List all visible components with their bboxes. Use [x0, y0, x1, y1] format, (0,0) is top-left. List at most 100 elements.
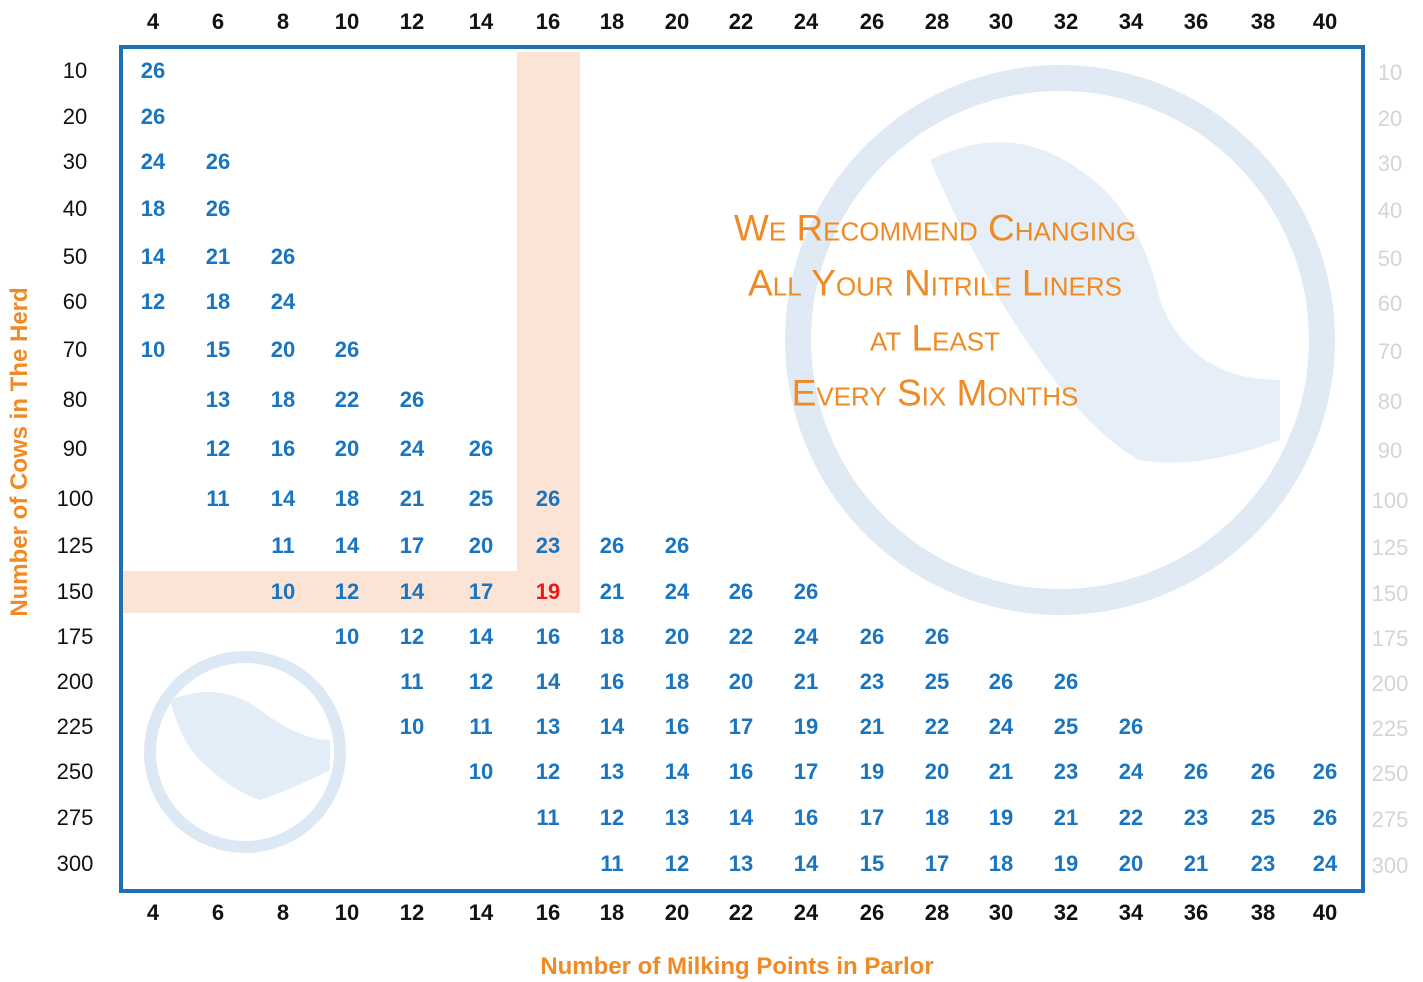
row-label: 80 [63, 389, 87, 411]
cell: 21 [794, 671, 818, 693]
row-label: 125 [57, 535, 94, 557]
cell: 25 [1054, 716, 1078, 738]
cell: 18 [989, 853, 1013, 875]
cell: 26 [536, 488, 560, 510]
cell: 24 [1119, 761, 1143, 783]
cell: 25 [1251, 807, 1275, 829]
column-header: 38 [1251, 11, 1275, 33]
cell: 17 [729, 716, 753, 738]
cell: 16 [536, 626, 560, 648]
column-header: 10 [335, 11, 359, 33]
cell: 11 [469, 716, 492, 738]
row-label-right: 300 [1372, 855, 1409, 877]
row-label: 200 [57, 671, 94, 693]
cell: 26 [1054, 671, 1078, 693]
cell: 12 [536, 761, 560, 783]
cell: 13 [206, 389, 230, 411]
cell: 11 [400, 671, 423, 693]
column-header: 24 [794, 11, 818, 33]
cell: 26 [794, 581, 818, 603]
cell: 26 [860, 626, 884, 648]
row-label-right: 150 [1372, 583, 1409, 605]
column-footer: 6 [212, 902, 224, 924]
cell: 14 [335, 535, 359, 557]
column-header: 8 [277, 11, 289, 33]
column-footer: 4 [147, 902, 159, 924]
column-header: 14 [469, 11, 493, 33]
cell: 18 [271, 389, 295, 411]
cell: 21 [600, 581, 624, 603]
cell: 26 [335, 339, 359, 361]
row-label: 10 [63, 60, 87, 82]
cell: 26 [141, 60, 165, 82]
column-header: 4 [147, 11, 159, 33]
cell: 19 [989, 807, 1013, 829]
column-header: 20 [665, 11, 689, 33]
cell: 21 [206, 246, 230, 268]
cell: 14 [794, 853, 818, 875]
cell: 12 [400, 626, 424, 648]
cell: 16 [665, 716, 689, 738]
cell: 14 [141, 246, 165, 268]
row-label-right: 200 [1372, 673, 1409, 695]
cell: 10 [141, 339, 165, 361]
cell: 20 [469, 535, 493, 557]
column-header: 40 [1313, 11, 1337, 33]
column-footer: 16 [536, 902, 560, 924]
column-footer: 40 [1313, 902, 1337, 924]
cell: 22 [1119, 807, 1143, 829]
cell: 21 [860, 716, 884, 738]
column-footer: 30 [989, 902, 1013, 924]
cell: 12 [141, 291, 165, 313]
cell: 13 [665, 807, 689, 829]
row-label: 175 [57, 626, 94, 648]
cell: 26 [1313, 807, 1337, 829]
cell: 26 [729, 581, 753, 603]
row-label-right: 30 [1378, 153, 1402, 175]
cell: 24 [665, 581, 689, 603]
row-label: 275 [57, 807, 94, 829]
column-footer: 8 [277, 902, 289, 924]
column-header: 22 [729, 11, 753, 33]
cell: 13 [600, 761, 624, 783]
row-label-right: 250 [1372, 763, 1409, 785]
cell: 12 [665, 853, 689, 875]
cell: 26 [206, 198, 230, 220]
cell: 26 [600, 535, 624, 557]
x-axis-title: Number of Milking Points in Parlor [540, 955, 933, 979]
cell: 20 [665, 626, 689, 648]
cell: 16 [271, 438, 295, 460]
cell: 22 [729, 626, 753, 648]
row-label: 300 [57, 853, 94, 875]
cell: 12 [335, 581, 359, 603]
cell: 21 [1184, 853, 1208, 875]
column-footer: 14 [469, 902, 493, 924]
row-label-right: 40 [1378, 200, 1402, 222]
cell: 19 [794, 716, 818, 738]
cell: 26 [141, 106, 165, 128]
cell: 21 [1054, 807, 1078, 829]
cell: 23 [536, 535, 560, 557]
column-header: 34 [1119, 11, 1143, 33]
column-footer: 20 [665, 902, 689, 924]
column-footer: 24 [794, 902, 818, 924]
row-label-right: 60 [1378, 293, 1402, 315]
cell: 14 [536, 671, 560, 693]
column-header: 26 [860, 11, 884, 33]
cell: 17 [860, 807, 884, 829]
cell: 26 [400, 389, 424, 411]
cell: 24 [989, 716, 1013, 738]
cell: 26 [925, 626, 949, 648]
row-label: 150 [57, 581, 94, 603]
cell: 26 [1251, 761, 1275, 783]
message-line: All Your Nitrile Liners [748, 265, 1122, 302]
column-header: 36 [1184, 11, 1208, 33]
cell: 14 [469, 626, 493, 648]
cell: 15 [206, 339, 230, 361]
cell: 14 [665, 761, 689, 783]
row-label-right: 225 [1372, 718, 1409, 740]
row-label-right: 100 [1372, 490, 1409, 512]
cell: 18 [925, 807, 949, 829]
cell: 24 [400, 438, 424, 460]
row-label: 30 [63, 151, 87, 173]
